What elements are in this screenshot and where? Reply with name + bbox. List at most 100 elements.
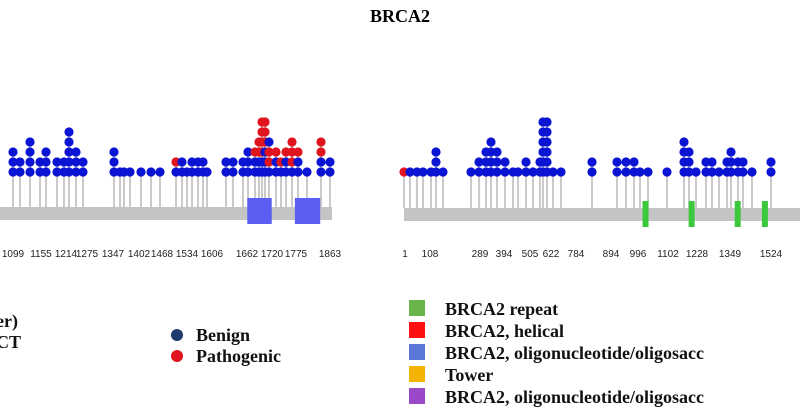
benign-variant-dot[interactable]	[25, 167, 35, 177]
right-domain-3[interactable]	[761, 201, 768, 227]
benign-variant-dot[interactable]	[264, 137, 274, 147]
benign-variant-dot[interactable]	[264, 167, 274, 177]
benign-variant-dot[interactable]	[643, 167, 653, 177]
benign-variant-dot[interactable]	[612, 157, 622, 167]
benign-variant-dot[interactable]	[707, 157, 717, 167]
benign-variant-dot[interactable]	[15, 157, 25, 167]
benign-variant-dot[interactable]	[202, 167, 212, 177]
benign-variant-dot[interactable]	[492, 167, 502, 177]
benign-variant-dot[interactable]	[316, 167, 326, 177]
benign-variant-dot[interactable]	[629, 157, 639, 167]
benign-variant-dot[interactable]	[474, 157, 484, 167]
benign-variant-dot[interactable]	[293, 167, 303, 177]
benign-variant-dot[interactable]	[64, 137, 74, 147]
benign-variant-dot[interactable]	[405, 167, 415, 177]
benign-variant-dot[interactable]	[662, 167, 672, 177]
benign-variant-dot[interactable]	[726, 167, 736, 177]
benign-variant-dot[interactable]	[542, 157, 552, 167]
benign-variant-dot[interactable]	[418, 167, 428, 177]
benign-variant-dot[interactable]	[707, 167, 717, 177]
benign-variant-dot[interactable]	[521, 157, 531, 167]
benign-variant-dot[interactable]	[41, 167, 51, 177]
pathogenic-variant-dot[interactable]	[264, 157, 274, 167]
benign-variant-dot[interactable]	[25, 137, 35, 147]
benign-variant-dot[interactable]	[486, 137, 496, 147]
benign-variant-dot[interactable]	[474, 167, 484, 177]
benign-variant-dot[interactable]	[513, 167, 523, 177]
benign-variant-dot[interactable]	[125, 167, 135, 177]
benign-variant-dot[interactable]	[71, 167, 81, 177]
pathogenic-variant-dot[interactable]	[264, 147, 274, 157]
benign-variant-dot[interactable]	[109, 147, 119, 157]
benign-variant-dot[interactable]	[228, 157, 238, 167]
benign-variant-dot[interactable]	[52, 157, 62, 167]
benign-variant-dot[interactable]	[528, 167, 538, 177]
benign-variant-dot[interactable]	[466, 167, 476, 177]
benign-variant-dot[interactable]	[293, 157, 303, 167]
benign-variant-dot[interactable]	[747, 167, 757, 177]
pathogenic-variant-dot[interactable]	[287, 137, 297, 147]
pathogenic-variant-dot[interactable]	[260, 127, 270, 137]
benign-variant-dot[interactable]	[438, 167, 448, 177]
benign-variant-dot[interactable]	[738, 157, 748, 167]
benign-variant-dot[interactable]	[64, 147, 74, 157]
benign-variant-dot[interactable]	[691, 167, 701, 177]
benign-variant-dot[interactable]	[243, 157, 253, 167]
benign-variant-dot[interactable]	[492, 157, 502, 167]
benign-variant-dot[interactable]	[431, 147, 441, 157]
benign-variant-dot[interactable]	[221, 157, 231, 167]
benign-variant-dot[interactable]	[542, 147, 552, 157]
benign-variant-dot[interactable]	[155, 167, 165, 177]
left-domain-1[interactable]	[294, 198, 321, 224]
benign-variant-dot[interactable]	[726, 157, 736, 167]
benign-variant-dot[interactable]	[221, 167, 231, 177]
benign-variant-dot[interactable]	[714, 167, 724, 177]
benign-variant-dot[interactable]	[64, 167, 74, 177]
benign-variant-dot[interactable]	[521, 167, 531, 177]
benign-variant-dot[interactable]	[228, 167, 238, 177]
benign-variant-dot[interactable]	[316, 157, 326, 167]
pathogenic-variant-dot[interactable]	[316, 147, 326, 157]
benign-variant-dot[interactable]	[109, 157, 119, 167]
benign-variant-dot[interactable]	[542, 117, 552, 127]
benign-variant-dot[interactable]	[15, 167, 25, 177]
benign-variant-dot[interactable]	[8, 157, 18, 167]
benign-variant-dot[interactable]	[78, 157, 88, 167]
benign-variant-dot[interactable]	[766, 167, 776, 177]
benign-variant-dot[interactable]	[684, 147, 694, 157]
benign-variant-dot[interactable]	[177, 157, 187, 167]
benign-variant-dot[interactable]	[41, 157, 51, 167]
benign-variant-dot[interactable]	[52, 167, 62, 177]
benign-variant-dot[interactable]	[41, 147, 51, 157]
benign-variant-dot[interactable]	[766, 157, 776, 167]
benign-variant-dot[interactable]	[679, 137, 689, 147]
benign-variant-dot[interactable]	[71, 147, 81, 157]
benign-variant-dot[interactable]	[243, 167, 253, 177]
pathogenic-variant-dot[interactable]	[316, 137, 326, 147]
benign-variant-dot[interactable]	[684, 167, 694, 177]
benign-variant-dot[interactable]	[621, 167, 631, 177]
benign-variant-dot[interactable]	[635, 167, 645, 177]
benign-variant-dot[interactable]	[500, 157, 510, 167]
right-domain-0[interactable]	[642, 201, 649, 227]
benign-variant-dot[interactable]	[738, 167, 748, 177]
benign-variant-dot[interactable]	[542, 127, 552, 137]
benign-variant-dot[interactable]	[726, 147, 736, 157]
benign-variant-dot[interactable]	[78, 167, 88, 177]
benign-variant-dot[interactable]	[612, 167, 622, 177]
benign-variant-dot[interactable]	[325, 167, 335, 177]
benign-variant-dot[interactable]	[25, 147, 35, 157]
benign-variant-dot[interactable]	[243, 147, 253, 157]
benign-variant-dot[interactable]	[542, 137, 552, 147]
benign-variant-dot[interactable]	[684, 157, 694, 167]
benign-variant-dot[interactable]	[492, 147, 502, 157]
benign-variant-dot[interactable]	[587, 157, 597, 167]
benign-variant-dot[interactable]	[302, 167, 312, 177]
benign-variant-dot[interactable]	[500, 167, 510, 177]
pathogenic-variant-dot[interactable]	[271, 147, 281, 157]
benign-variant-dot[interactable]	[8, 147, 18, 157]
benign-variant-dot[interactable]	[587, 167, 597, 177]
benign-variant-dot[interactable]	[556, 167, 566, 177]
right-domain-2[interactable]	[734, 201, 741, 227]
benign-variant-dot[interactable]	[431, 167, 441, 177]
